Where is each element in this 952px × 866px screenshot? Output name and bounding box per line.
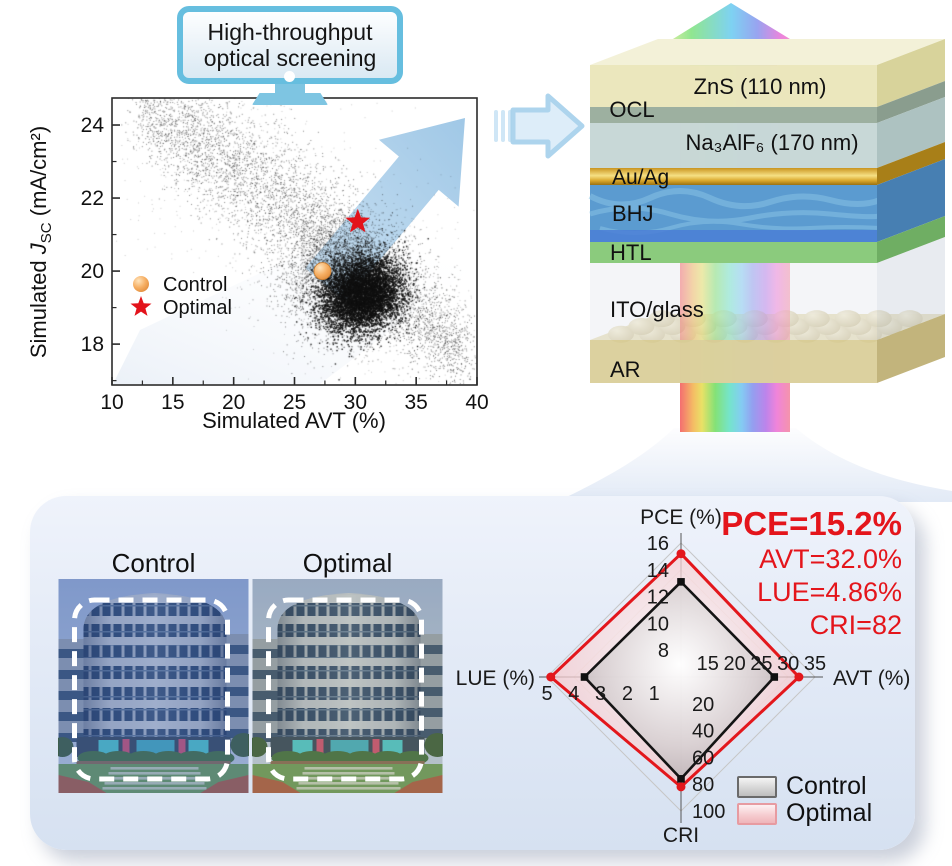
- stat-lue: LUE=4.86%: [757, 577, 902, 607]
- zns-layer-top: [590, 39, 945, 65]
- svg-text:3: 3: [595, 683, 606, 705]
- monitor-stand-base: [252, 93, 328, 105]
- auag-label: Au/Ag: [612, 166, 669, 189]
- bhj-layer-side: [877, 159, 945, 242]
- svg-text:AVT (%): AVT (%): [833, 667, 910, 690]
- svg-text:40: 40: [692, 721, 714, 743]
- svg-text:1: 1: [649, 683, 660, 705]
- auag-layer: [590, 168, 877, 185]
- radar-legend-optimal-label: Optimal: [786, 799, 873, 827]
- svg-text:80: 80: [692, 774, 714, 796]
- svg-text:15: 15: [697, 653, 719, 675]
- stat-cri: CRI=82: [809, 610, 902, 640]
- svg-text:35: 35: [804, 653, 826, 675]
- ito-glass-side: [877, 237, 945, 340]
- ar-layer-side: [877, 314, 945, 383]
- ocl-band-side: [877, 81, 945, 123]
- zns-layer-side: [877, 39, 945, 107]
- control-photo-label: Control: [111, 548, 196, 578]
- bhj-label: BHJ: [612, 201, 654, 226]
- svg-text:4: 4: [568, 683, 579, 705]
- svg-text:8: 8: [658, 640, 669, 662]
- building-photo-control: [58, 579, 249, 793]
- auag-layer-side: [877, 142, 945, 185]
- svg-text:5: 5: [541, 683, 552, 705]
- monitor-stand-neck: [275, 82, 305, 95]
- svg-text:100: 100: [692, 801, 725, 823]
- monitor-text-line2: optical screening: [203, 45, 377, 71]
- building-photo-optimal: [252, 579, 443, 793]
- ito-glass-label: ITO/glass: [610, 297, 704, 322]
- svg-text:30: 30: [777, 653, 799, 675]
- svg-text:60: 60: [692, 747, 714, 769]
- svg-text:12: 12: [647, 587, 669, 609]
- optimal-stats: PCE=15.2% AVT=32.0% LUE=4.86% CRI=82: [630, 505, 902, 642]
- htl-layer: [590, 242, 877, 263]
- bhj-bottom-band: [590, 230, 877, 242]
- scatter-point-cloud: [112, 98, 477, 385]
- device-stack: ZnS (110 nm) OCL Na₃AlF₆ (170 nm) Au/Ag …: [588, 3, 945, 432]
- svg-text:20: 20: [692, 694, 714, 716]
- legend-optimal-swatch: [737, 803, 777, 825]
- svg-text:LUE (%): LUE (%): [456, 667, 535, 690]
- htl-label: HTL: [610, 240, 652, 265]
- svg-text:20: 20: [723, 653, 745, 675]
- flow-arrow-icon: [494, 93, 585, 159]
- zns-layer: [590, 65, 877, 107]
- incident-light-beam: [680, 383, 790, 432]
- stat-avt: AVT=32.0%: [759, 544, 902, 574]
- light-beam-glass: [680, 263, 790, 340]
- optimal-photo-label: Optimal: [302, 548, 393, 578]
- legend-control-swatch: [737, 776, 777, 798]
- monitor-camera-dot: [284, 71, 295, 82]
- svg-text:16: 16: [647, 533, 669, 555]
- zns-label: ZnS (110 nm): [694, 74, 827, 99]
- cryolite-layer-side: [877, 97, 945, 168]
- svg-text:PCE (%): PCE (%): [640, 506, 722, 529]
- ar-label: AR: [610, 357, 641, 382]
- ar-layer: [590, 340, 877, 383]
- svg-text:CRI: CRI: [663, 824, 699, 847]
- htl-layer-side: [877, 216, 945, 263]
- svg-text:10: 10: [647, 613, 669, 635]
- radar-legend-control-label: Control: [786, 772, 867, 800]
- monitor-text-line1: High-throughput: [207, 19, 373, 45]
- ocl-band: [590, 107, 877, 123]
- svg-text:2: 2: [622, 683, 633, 705]
- ocl-label: OCL: [609, 97, 654, 122]
- svg-text:25: 25: [750, 653, 772, 675]
- stat-pce: PCE=15.2%: [721, 505, 902, 542]
- cryolite-layer: [590, 123, 877, 168]
- funnel-glow: [556, 428, 952, 502]
- cryolite-label: Na₃AlF₆ (170 nm): [685, 130, 858, 155]
- svg-text:14: 14: [647, 560, 669, 582]
